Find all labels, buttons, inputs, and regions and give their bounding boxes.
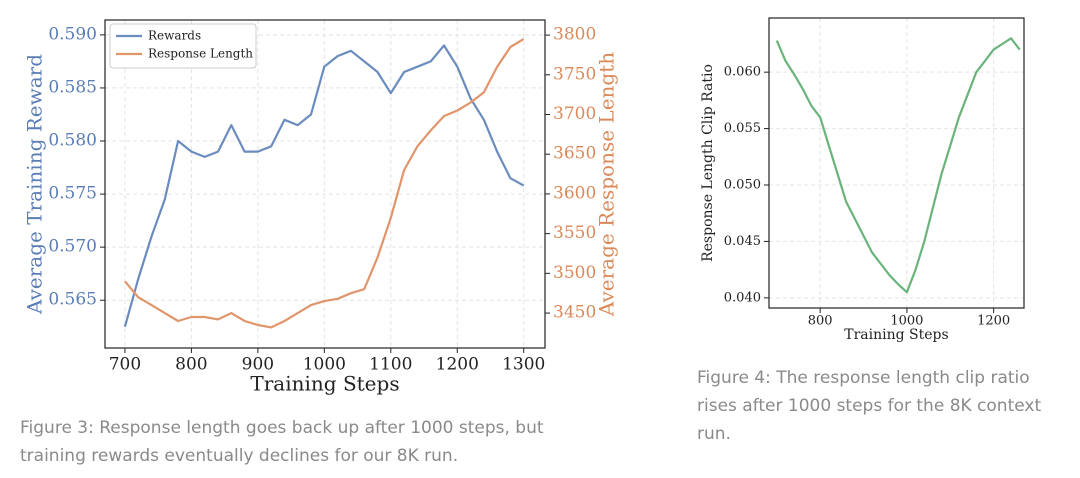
series-line xyxy=(123,44,525,328)
x-tick-label: 800 xyxy=(175,355,207,375)
plot-frame xyxy=(104,19,546,349)
y2-tick-label: 3550 xyxy=(553,223,596,243)
y-tick-label: 0.045 xyxy=(724,234,761,249)
y2-tick-label: 3700 xyxy=(553,104,596,124)
x-tick-label: 800 xyxy=(808,314,833,329)
x-tick-label: 1000 xyxy=(303,355,346,375)
y2-tick-label: 3650 xyxy=(553,144,596,164)
y2-tick-label: 3800 xyxy=(553,25,596,45)
x-tick-label: 1000 xyxy=(890,314,923,329)
y-tick-label: 0.565 xyxy=(48,290,97,310)
caption: Figure 3: Response length goes back up a… xyxy=(20,418,544,466)
y2-tick-label: 3500 xyxy=(553,263,596,283)
x-tick-label: 1200 xyxy=(436,355,479,375)
y-tick-label: 0.585 xyxy=(48,77,97,97)
series-line xyxy=(775,37,1021,294)
legend-label: Rewards xyxy=(148,29,201,43)
x-axis-label: Training Steps xyxy=(250,372,399,396)
y-axis-label: Average Training Reward xyxy=(23,54,47,315)
series-line xyxy=(124,38,525,329)
x-tick-label: 1300 xyxy=(502,355,545,375)
y2-tick-label: 3600 xyxy=(553,183,596,203)
caption: Figure 4: The response length clip ratio… xyxy=(697,368,1042,444)
x-tick-label: 1200 xyxy=(977,314,1010,329)
y-tick-label: 0.050 xyxy=(724,178,761,193)
y-axis-label: Response Length Clip Ratio xyxy=(700,64,716,262)
y-tick-label: 0.590 xyxy=(48,24,97,44)
y-tick-label: 0.040 xyxy=(724,290,761,305)
y2-axis-label: Average Response Length xyxy=(595,52,619,317)
y-tick-label: 0.580 xyxy=(48,131,97,151)
legend-label: Response Length xyxy=(148,47,253,61)
x-tick-label: 900 xyxy=(242,355,274,375)
plot-frame xyxy=(768,17,1025,309)
legend-box xyxy=(109,23,257,69)
y-tick-label: 0.570 xyxy=(48,237,97,257)
y2-tick-label: 3750 xyxy=(553,64,596,84)
x-tick-label: 700 xyxy=(109,355,141,375)
y-tick-label: 0.055 xyxy=(724,121,761,136)
y-tick-label: 0.060 xyxy=(724,65,761,80)
x-tick-label: 1100 xyxy=(369,355,412,375)
x-axis-label: Training Steps xyxy=(844,327,948,343)
y2-tick-label: 3450 xyxy=(553,303,596,323)
y-tick-label: 0.575 xyxy=(48,184,97,204)
